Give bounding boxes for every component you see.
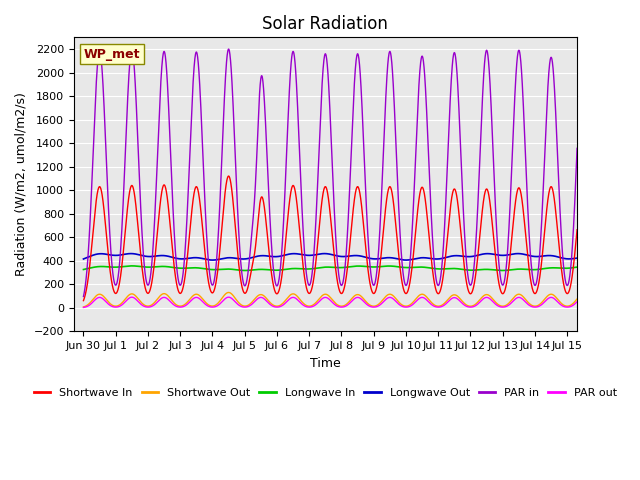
Y-axis label: Radiation (W/m2, umol/m2/s): Radiation (W/m2, umol/m2/s) — [15, 92, 28, 276]
Legend: Shortwave In, Shortwave Out, Longwave In, Longwave Out, PAR in, PAR out: Shortwave In, Shortwave Out, Longwave In… — [29, 383, 621, 402]
Title: Solar Radiation: Solar Radiation — [262, 15, 388, 33]
Text: WP_met: WP_met — [84, 48, 140, 60]
X-axis label: Time: Time — [310, 357, 340, 370]
